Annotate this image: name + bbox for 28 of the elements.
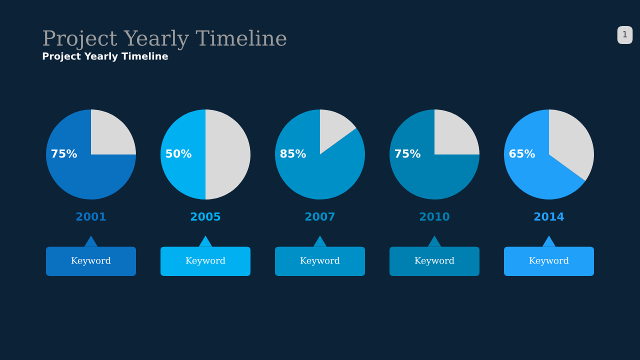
pie-slice (160, 110, 206, 200)
text: 2014 (534, 212, 564, 221)
pie-slice (549, 110, 594, 181)
text: Keyword (186, 256, 226, 266)
text: 2005 (190, 212, 220, 221)
pie-slice (320, 110, 356, 154)
text: 1 (623, 31, 627, 38)
text: 2010 (420, 212, 450, 221)
data-label: 50% (166, 149, 192, 158)
pie-slice (46, 110, 136, 200)
pie-slice (275, 110, 365, 200)
data-label: 75% (51, 149, 77, 158)
data-label: 65% (509, 149, 535, 158)
text: Keyword (529, 256, 569, 266)
data-label: 85% (280, 149, 306, 158)
pie-slice (434, 110, 480, 154)
pie-slice (91, 110, 136, 154)
text: Project Yearly Timeline (43, 30, 286, 50)
text: 2007 (305, 212, 335, 221)
data-label: 75% (394, 149, 420, 158)
text: Keyword (414, 256, 454, 266)
text: Project Yearly Timeline (42, 52, 168, 62)
text: Keyword (300, 256, 340, 266)
text: Keyword (71, 256, 111, 266)
pie-slice (206, 110, 250, 200)
pie-slice (390, 110, 480, 200)
pie-slice (504, 110, 586, 200)
text: 2001 (76, 212, 106, 221)
